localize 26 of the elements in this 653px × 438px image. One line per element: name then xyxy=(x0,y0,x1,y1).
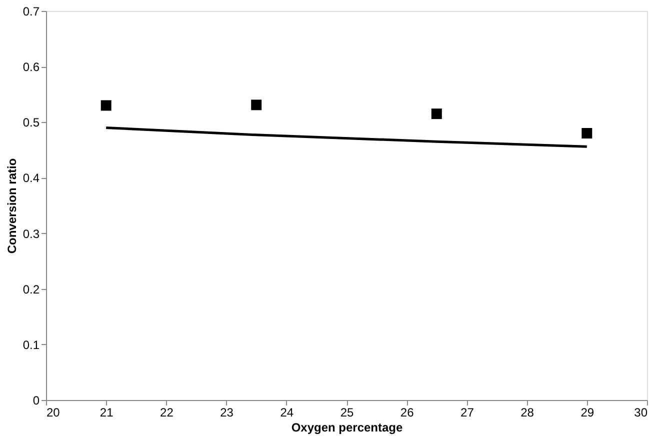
point xyxy=(251,100,262,110)
y-tick-label: 0.5 xyxy=(22,116,40,130)
x-tick-label: 27 xyxy=(460,406,474,420)
y-axis-title: Conversion ratio xyxy=(4,158,19,254)
x-tick-label: 22 xyxy=(160,406,174,420)
x-tick-label: 29 xyxy=(580,406,594,420)
y-tick-label: 0.1 xyxy=(22,338,40,352)
line-series xyxy=(104,126,588,148)
y-tick-label: 0.7 xyxy=(22,4,40,18)
y-tick-label: 0.2 xyxy=(22,282,40,296)
point xyxy=(431,108,442,120)
x-tick-label: 30 xyxy=(634,406,648,420)
y-tick-label: 0.4 xyxy=(22,171,40,186)
x-tick-label: 21 xyxy=(100,406,114,420)
x-tick-label: 23 xyxy=(220,406,234,420)
point xyxy=(582,128,592,138)
x-axis-title: Oxygen percentage xyxy=(291,420,404,434)
x-tick-label: 25 xyxy=(340,406,354,420)
point xyxy=(100,100,112,111)
x-tick-label: 24 xyxy=(280,406,294,420)
y-tick-label: 0 xyxy=(32,394,40,408)
y-tick-label: 0.6 xyxy=(22,60,40,74)
x-tick-label: 26 xyxy=(400,406,414,420)
x-tick-label: 20 xyxy=(46,406,60,420)
x-tick-label: 28 xyxy=(520,406,534,420)
y-tick-label: 0.3 xyxy=(22,226,40,241)
